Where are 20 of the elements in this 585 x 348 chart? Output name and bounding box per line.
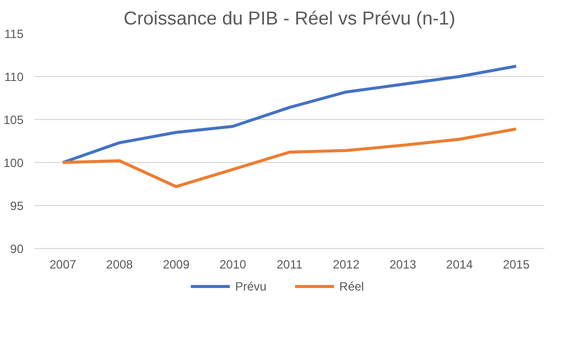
x-tick-label: 2007 [49, 258, 77, 272]
legend-label: Prévu [235, 280, 266, 294]
x-tick-label: 2015 [502, 258, 530, 272]
x-tick-label: 2009 [162, 258, 190, 272]
y-tick-label: 100 [3, 156, 24, 170]
y-tick-label: 90 [10, 242, 24, 256]
y-tick-label: 105 [3, 113, 24, 127]
x-tick-label: 2008 [106, 258, 134, 272]
x-tick-label: 2014 [446, 258, 474, 272]
y-tick-label: 110 [4, 70, 24, 84]
line-series [61, 64, 518, 164]
x-tick-label: 2012 [332, 258, 360, 272]
x-tick-label: 2013 [389, 258, 417, 272]
y-tick-label: 115 [4, 27, 24, 41]
line-series [61, 127, 518, 188]
x-tick-label: 2010 [219, 258, 247, 272]
x-tick-label: 2011 [276, 258, 303, 272]
legend-label: Réel [339, 280, 364, 294]
chart-title: Croissance du PIB - Réel vs Prévu (n-1) [124, 8, 456, 28]
y-tick-label: 95 [10, 199, 24, 213]
